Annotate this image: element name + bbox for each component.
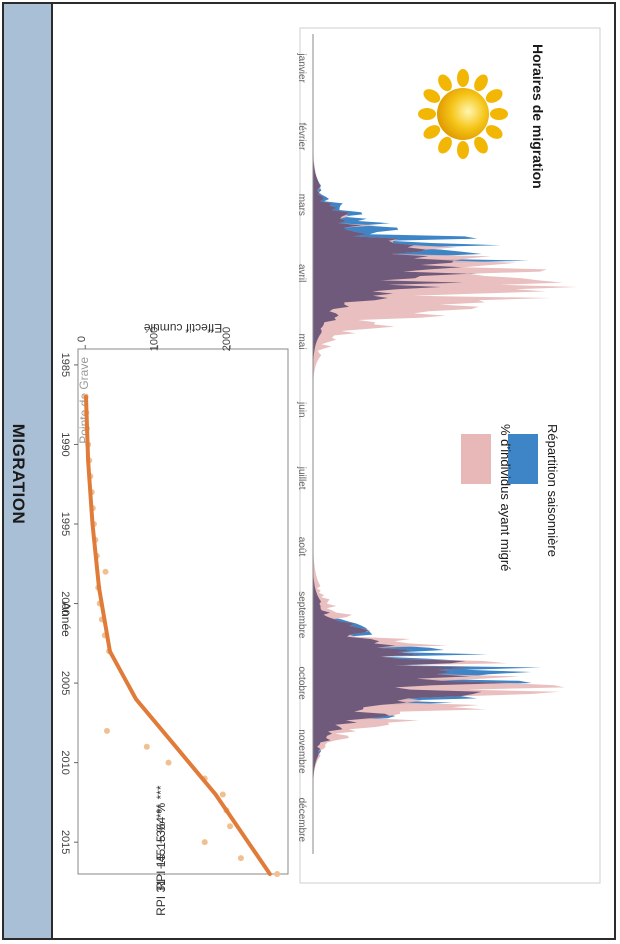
data-point <box>237 855 244 862</box>
legend-label-seasonal: Répartition saisonnière <box>545 424 560 557</box>
y-tick-label: 2000 <box>221 327 233 351</box>
x-tick-label: 1995 <box>59 512 71 536</box>
month-label: décembre <box>296 798 307 843</box>
trend-axis-ticks: 1985 1990 1995 2000 2005 2010 2015 0 1000 2000 <box>59 327 233 855</box>
data-point <box>165 759 172 766</box>
data-point <box>274 871 281 877</box>
trend-chart-frame <box>77 348 289 875</box>
data-point <box>201 839 208 846</box>
month-label: juin <box>296 401 307 418</box>
x-tick-label: 1985 <box>59 353 71 377</box>
x-tick-label: 1990 <box>59 432 71 456</box>
month-label: janvier <box>296 52 307 83</box>
area-overlap <box>313 34 510 854</box>
legend: Répartition saisonnière % d’individus ay… <box>461 424 560 571</box>
month-label: novembre <box>296 729 307 774</box>
data-point <box>143 743 150 750</box>
x-tick-label: 2010 <box>59 750 71 774</box>
month-label: octobre <box>296 666 307 700</box>
panel-title: Horaires de migration <box>530 44 546 189</box>
section-title: MIGRATION <box>9 423 28 525</box>
sun-icon <box>418 69 508 159</box>
section-band: MIGRATION <box>4 4 53 938</box>
month-label: mars <box>296 194 307 216</box>
legend-label-cumulative: % d’individus ayant migré <box>498 424 513 571</box>
month-axis: janvier février mars avril mai juin juillet aoû… <box>296 52 307 842</box>
y-tick-label: 1000 <box>149 327 161 351</box>
x-axis-label: Année <box>59 602 73 637</box>
month-label: mai <box>296 333 307 349</box>
annotation-rpi-15: RPI 15 : +364 % *** <box>154 785 168 890</box>
data-point <box>103 727 110 734</box>
y-tick-label: 0 <box>76 336 88 342</box>
month-label: juillet <box>296 466 307 490</box>
month-label: avril <box>296 264 307 282</box>
seasonal-areas <box>312 34 578 854</box>
legend-swatch-seasonal <box>508 434 538 484</box>
x-tick-label: 2015 <box>59 830 71 854</box>
trend-line <box>84 394 272 876</box>
data-point <box>227 823 234 830</box>
trend-chart: Pointe de Grave 198519901995200020052010… <box>59 321 289 916</box>
data-point <box>219 791 226 798</box>
chart-panel: Horaires de migration Répartition saison… <box>58 4 618 944</box>
y-axis-label: Effectif cumulé <box>143 321 222 335</box>
month-label: août <box>296 537 307 557</box>
month-label: septembre <box>296 591 307 639</box>
chart-svg: Horaires de migration Répartition saison… <box>59 27 601 916</box>
legend-swatch-cumulative <box>461 434 491 484</box>
month-label: février <box>296 123 307 151</box>
annotation-rpi-31: RPI 31 : +4515 % *** <box>154 804 168 916</box>
data-point <box>102 568 109 575</box>
x-tick-label: 2005 <box>59 671 71 695</box>
x-tick-label: 2000 <box>59 591 71 615</box>
